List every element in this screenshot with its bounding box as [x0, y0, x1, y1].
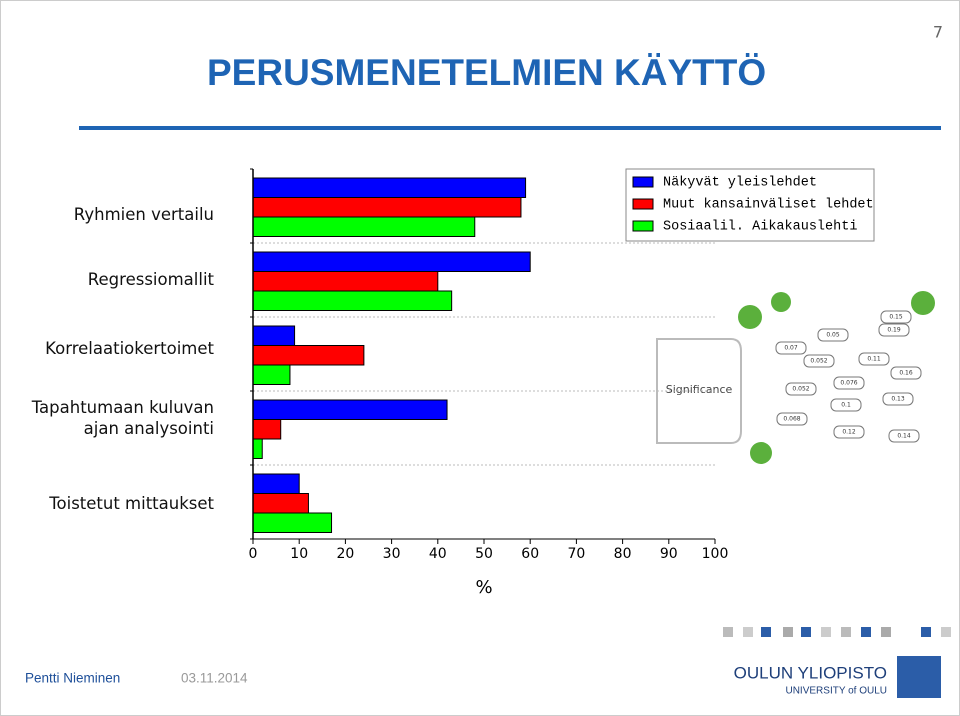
x-tick-label: 90	[660, 546, 678, 562]
bar	[252, 271, 439, 292]
tag-shape	[817, 328, 849, 342]
tag-label: 0.05	[826, 332, 840, 339]
illustration: Significance	[656, 291, 935, 464]
x-tick-label: 50	[475, 546, 493, 562]
tag-label: 0.15	[889, 314, 903, 321]
x-tick-label: 60	[521, 546, 539, 562]
bar	[252, 493, 309, 514]
tag-label: 0.1	[841, 402, 851, 409]
x-tick-label: 0	[249, 546, 258, 562]
bar	[252, 419, 282, 440]
tag-label: 0.052	[810, 358, 827, 365]
tag-shape	[882, 392, 914, 406]
tag-shape	[833, 376, 865, 390]
legend-label: Sosiaalil. Aikakauslehti	[663, 220, 857, 235]
bar	[252, 473, 300, 494]
x-axis-label: %	[475, 577, 492, 598]
tag-label: 0.076	[840, 380, 857, 387]
category-label: Ryhmien vertailu	[73, 204, 214, 224]
bar	[252, 325, 296, 346]
blob	[911, 291, 935, 315]
bar	[252, 177, 527, 198]
tag-label: 0.16	[899, 370, 913, 377]
blob	[771, 292, 791, 312]
footer-date: 03.11.2014	[181, 671, 248, 686]
x-tick-label: 10	[290, 546, 308, 562]
bar	[252, 197, 522, 218]
legend-swatch	[632, 198, 654, 210]
logo-name: OULUN YLIOPISTO	[734, 663, 887, 682]
tag-shape	[775, 341, 807, 355]
tag-shape	[890, 366, 922, 380]
footer-pattern	[723, 627, 951, 698]
tag-label: 0.052	[792, 386, 809, 393]
tag-shape	[880, 310, 912, 324]
tag-label: 0.13	[891, 396, 905, 403]
tag-label: 0.19	[887, 327, 901, 334]
tag-shape	[833, 425, 865, 439]
bar	[252, 251, 531, 272]
tag-label: 0.07	[784, 345, 798, 352]
bar	[252, 345, 365, 366]
x-tick-label: 40	[429, 546, 447, 562]
legend-swatch	[632, 220, 654, 232]
bar	[252, 216, 476, 237]
tag-shape	[888, 429, 920, 443]
legend-swatch	[632, 176, 654, 188]
tag-label: 0.12	[842, 429, 856, 436]
tag-shape	[830, 398, 862, 412]
bar	[252, 438, 263, 459]
tag-shape	[858, 352, 890, 366]
illustration-label: Significance	[666, 383, 733, 396]
bar	[252, 364, 291, 385]
tag-shape	[776, 412, 808, 426]
page-number: 7	[933, 23, 943, 42]
blob	[738, 305, 762, 329]
tag-label: 0.068	[783, 416, 800, 423]
category-label: Tapahtumaan kuluvan ajan analysointi	[31, 398, 214, 438]
tag-shape	[878, 323, 910, 337]
tag-label: 0.11	[867, 356, 881, 363]
footer-author: Pentti Nieminen	[25, 671, 120, 686]
title-rule	[79, 126, 941, 130]
x-tick-label: 70	[567, 546, 585, 562]
bar	[252, 512, 333, 533]
tag-shape	[785, 382, 817, 396]
bar	[252, 290, 453, 311]
x-tick-label: 20	[336, 546, 354, 562]
logo-sub: UNIVERSITY of OULU	[785, 686, 887, 697]
category-label: Korrelaatiokertoimet	[45, 338, 214, 358]
bar	[252, 399, 448, 420]
legend-label: Näkyvät yleislehdet	[663, 176, 817, 191]
tag-shape	[803, 354, 835, 368]
legend-box	[625, 168, 875, 242]
legend-label: Muut kansainväliset lehdet	[663, 198, 874, 213]
slide-title: PERUSMENETELMIEN KÄYTTÖ	[207, 52, 766, 93]
blob	[750, 442, 772, 464]
x-tick-label: 80	[614, 546, 632, 562]
x-tick-label: 100	[702, 546, 729, 562]
category-label: Toistetut mittaukset	[49, 493, 214, 513]
tag-label: 0.14	[897, 433, 911, 440]
x-tick-label: 30	[383, 546, 401, 562]
category-label: Regressiomallit	[87, 269, 214, 289]
